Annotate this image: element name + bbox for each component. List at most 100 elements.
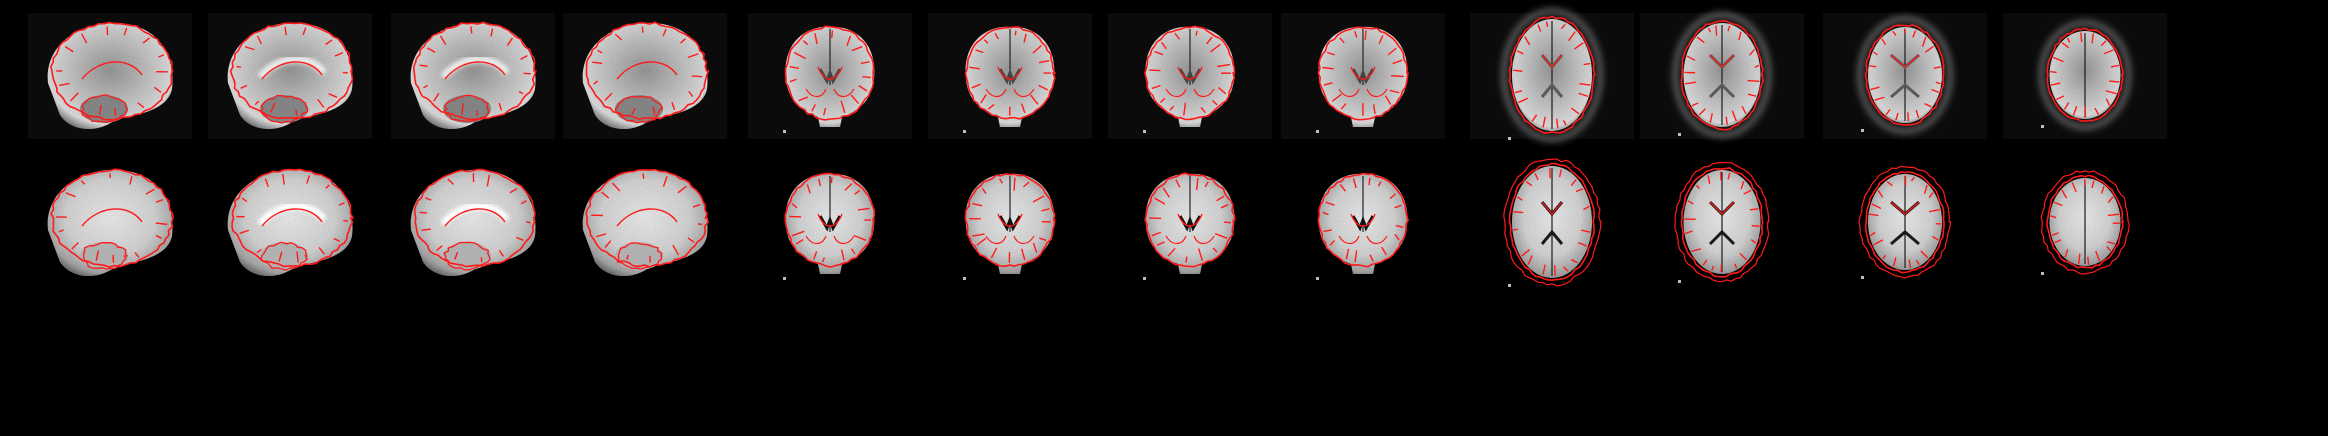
sulcus-contour	[818, 178, 822, 187]
sulcus-contour	[980, 94, 987, 104]
sulcus-contour	[1709, 112, 1713, 123]
slice-panel-sagittal-3	[391, 13, 555, 139]
sulcus-contour	[1162, 187, 1170, 198]
outer-contour	[1858, 165, 1952, 279]
sulcus-contour	[2072, 106, 2078, 116]
sulcus-contour	[1747, 93, 1757, 97]
sulcus-contour	[1394, 204, 1402, 209]
sulcus-contour	[1023, 33, 1027, 43]
sulcus-contour	[2061, 189, 2068, 199]
sulcus-contour	[1915, 109, 1920, 119]
sulcus-contour	[2110, 64, 2120, 68]
slice-panel-axial-4	[2003, 13, 2167, 139]
sulcus-contour	[145, 188, 155, 195]
sulcus-contour	[1542, 264, 1546, 275]
ventricle-contour	[997, 66, 1023, 80]
ventricle-contour	[1890, 54, 1920, 68]
sulcus-contour	[672, 244, 680, 256]
sulcus-contour	[282, 173, 286, 185]
sulcus-contour	[1151, 231, 1162, 237]
sulcus-contour	[2103, 49, 2114, 55]
sulcus-contour	[1200, 106, 1206, 114]
slice-marker	[1316, 277, 1319, 280]
sulcus-contour	[2050, 70, 2057, 74]
sulcus-contour	[1154, 197, 1166, 205]
sulcus-contour	[155, 199, 164, 203]
sulcus-contour	[1882, 254, 1887, 260]
cerebellum-contour	[614, 95, 664, 124]
ventricle-contour	[1350, 213, 1376, 227]
sulcus-contour	[454, 251, 459, 260]
sulcus-contour	[854, 234, 867, 241]
ventricle-contour	[1890, 201, 1920, 215]
sulcus-contour	[806, 184, 811, 194]
registration-contour	[964, 26, 1057, 120]
sulcus-contour	[129, 176, 133, 185]
sulcus-contour	[490, 28, 494, 37]
sulcus-contour	[421, 228, 431, 232]
slice-panel-coronal-3	[1143, 172, 1236, 280]
sulcus-contour	[983, 39, 989, 44]
temporal-contour	[1338, 88, 1388, 98]
sulcus-contour	[2091, 180, 2095, 189]
sulcus-contour	[134, 252, 140, 258]
ventricle-contour	[1541, 54, 1563, 69]
sulcus-contour	[652, 106, 656, 116]
sulcus-contour	[802, 40, 809, 46]
sulcus-contour	[604, 240, 612, 248]
slice-panels	[28, 8, 2167, 287]
sulcus-contour	[1352, 178, 1357, 189]
sulcus-contour	[498, 102, 503, 111]
sulcus-contour	[1527, 255, 1533, 265]
sulcus-contour	[1570, 107, 1580, 115]
slice-marker	[783, 277, 786, 280]
ventricle-contour	[1177, 213, 1203, 227]
slice-panel-axial-3	[1858, 165, 1952, 279]
sulcus-contour	[1877, 190, 1884, 198]
sulcus-contour	[1707, 175, 1711, 184]
sulcus-contour	[1156, 241, 1165, 246]
sulcus-contour	[1369, 254, 1374, 262]
sulcus-contour	[236, 65, 242, 68]
sulcus-contour	[1570, 258, 1578, 264]
cerebellum-contour	[443, 241, 491, 271]
sulcus-contour	[1169, 105, 1175, 111]
sulcus-contour	[687, 53, 699, 59]
sulcus-contour	[1908, 259, 1912, 269]
sulcus-contour	[1323, 229, 1332, 233]
slice-marker	[2041, 125, 2044, 128]
sulcus-contour	[2063, 102, 2070, 110]
sulcus-contour	[1329, 240, 1335, 246]
sulcus-contour	[433, 92, 440, 102]
sulcus-contour	[142, 37, 150, 44]
brain-tissue	[47, 169, 173, 277]
sulcus-contour	[642, 173, 645, 179]
sulcus-contour	[1038, 59, 1050, 64]
registration-contour	[784, 172, 876, 268]
ventricle-contour	[1709, 201, 1735, 215]
skull-signal	[1501, 8, 1603, 142]
outer-contour	[2040, 170, 2130, 275]
sulcus-contour	[2100, 185, 2105, 194]
sulcus-contour	[461, 103, 464, 115]
sulcus-contour	[1524, 36, 1531, 46]
cerebellum-contour	[442, 94, 490, 122]
slice-marker	[2041, 272, 2044, 275]
sulcus-contour	[2064, 249, 2069, 258]
sulcus-contour	[1698, 108, 1706, 116]
temporal-contour	[985, 88, 1035, 98]
sulcus-contour	[1030, 94, 1039, 105]
sulcus-contour	[439, 35, 447, 45]
sulcus-contour	[137, 102, 145, 109]
cerebellum-contour	[82, 241, 129, 270]
sulcus-contour	[1912, 30, 1917, 38]
sulcus-contour	[1204, 181, 1209, 188]
sulcus-contour	[971, 233, 985, 237]
slice-row-functional-mean	[28, 8, 2167, 142]
sulcus-contour	[1738, 31, 1742, 41]
sulcus-contour	[1340, 103, 1347, 110]
sulcus-contour	[1910, 176, 1916, 182]
sulcus-contour	[1715, 25, 1718, 36]
temporal-contour	[805, 88, 855, 98]
sulcus-contour	[823, 107, 827, 116]
